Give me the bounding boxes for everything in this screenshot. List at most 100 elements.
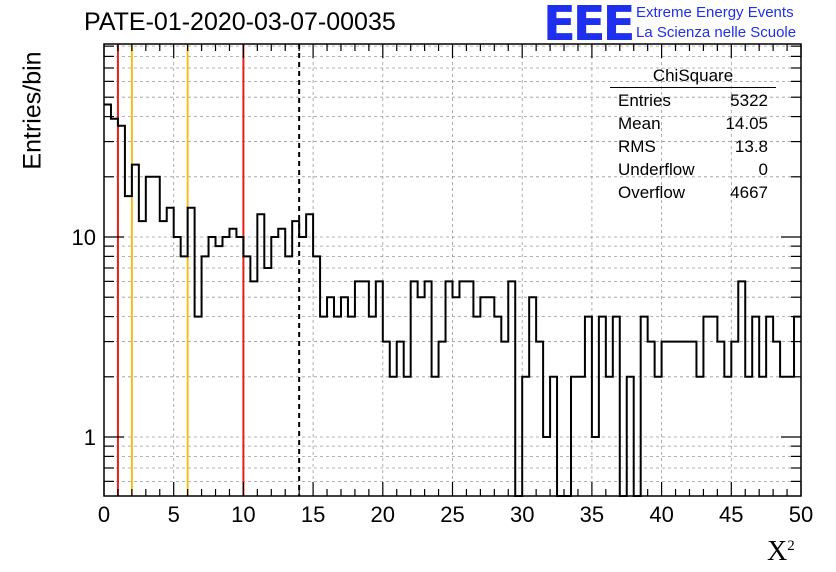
y-tick-label: 10 (72, 225, 96, 250)
histogram-bin (689, 342, 696, 496)
histogram-bin (411, 281, 418, 496)
histogram-bin (585, 317, 592, 496)
histogram-bin (724, 377, 731, 496)
stats-title: ChiSquare (610, 66, 776, 88)
histogram-bin (766, 317, 773, 496)
x-axis-label-superscript: 2 (787, 538, 795, 554)
x-tick-label: 10 (231, 502, 255, 527)
histogram-bin (487, 297, 494, 496)
x-tick-label: 25 (440, 502, 464, 527)
histogram-bin (383, 342, 390, 496)
histogram-bin (578, 377, 585, 496)
x-tick-label: 0 (98, 502, 110, 527)
histogram-bin (229, 229, 236, 496)
histogram-bin (153, 177, 160, 496)
histogram-line (104, 103, 801, 497)
histogram-bin (592, 437, 599, 496)
histogram-bin (320, 317, 327, 496)
histogram-bin (243, 256, 250, 496)
y-tick-label: 1 (84, 425, 96, 450)
stats-row-mean: Mean 14.05 (618, 114, 768, 133)
logo-line-2: La Scienza nelle Scuole (636, 24, 797, 41)
histogram-bin (703, 317, 710, 496)
histogram-bin (160, 221, 167, 496)
histogram-bin (139, 221, 146, 496)
x-tick-label: 30 (510, 502, 534, 527)
x-axis-label: X2 (767, 536, 795, 568)
histogram-bin (216, 246, 223, 496)
histogram-bin (425, 281, 432, 496)
stats-row-overflow: Overflow 4667 (618, 183, 768, 202)
histogram-bin (376, 281, 383, 496)
histogram-bin (738, 281, 745, 496)
histogram-bin (599, 317, 606, 496)
histogram-bin (655, 377, 662, 496)
histogram-bin (264, 268, 271, 496)
histogram-bin (362, 281, 369, 496)
histogram-bin (418, 297, 425, 496)
histogram-bin (696, 377, 703, 496)
histogram-bin (669, 342, 676, 496)
histogram-bin (773, 342, 780, 496)
histogram-bin (348, 317, 355, 496)
histogram-bin (181, 256, 188, 496)
histogram-bin (683, 342, 690, 496)
histogram-bin (132, 165, 139, 496)
histogram-bin (494, 317, 501, 496)
x-tick-label: 45 (719, 502, 743, 527)
histogram-bin (536, 342, 543, 496)
histogram-bin (543, 437, 550, 496)
x-tick-label: 5 (168, 502, 180, 527)
histogram-bin (306, 214, 313, 496)
histogram-bin (745, 377, 752, 496)
histogram-bin (404, 377, 411, 496)
histogram-bin (188, 208, 195, 496)
histogram-bin (529, 297, 536, 496)
histogram-bin (341, 297, 348, 496)
histogram-bin (571, 377, 578, 496)
histogram-bin (522, 377, 529, 496)
histogram-bin (466, 281, 473, 496)
histogram-bin (146, 177, 153, 496)
histogram-bin (480, 297, 487, 496)
histogram-bin (355, 281, 362, 496)
logo-line-1: Extreme Energy Events (636, 4, 794, 21)
stats-box: ChiSquare Entries 5322 Mean 14.05 RMS 13.8 … (610, 66, 776, 204)
histogram-bin (209, 237, 216, 496)
histogram-bin (752, 317, 759, 496)
histogram-bin (111, 119, 118, 496)
histogram-bin (195, 317, 202, 496)
histogram-bin (453, 297, 460, 496)
histogram-bin (759, 377, 766, 496)
chart-title: PATE-01-2020-03-07-00035 (84, 8, 396, 36)
histogram-bin (257, 214, 264, 496)
eee-logo: EEE (543, 0, 635, 52)
histogram-bin (550, 377, 557, 496)
x-tick-label: 15 (301, 502, 325, 527)
histogram-bin (313, 256, 320, 496)
x-tick-label: 35 (580, 502, 604, 527)
x-tick-label: 50 (789, 502, 813, 527)
histogram-bin (501, 342, 508, 496)
histogram-bin (285, 256, 292, 496)
histogram-bin (174, 237, 181, 496)
histogram-bin (292, 221, 299, 496)
histogram-bin (648, 342, 655, 496)
x-axis-label-text: X (767, 536, 788, 567)
histogram-bin (432, 377, 439, 496)
histogram-bin (222, 237, 229, 496)
histogram-bin (459, 281, 466, 496)
histogram-bin (627, 377, 634, 496)
histogram-bin (390, 377, 397, 496)
histogram-bin (606, 377, 613, 496)
histogram-bin (710, 317, 717, 496)
histogram-bin (369, 317, 376, 496)
histogram-bin (236, 237, 243, 496)
histogram-bin (787, 377, 794, 496)
histogram-bin (327, 297, 334, 496)
x-tick-label: 20 (371, 502, 395, 527)
histogram-bin (250, 281, 257, 496)
histogram-bin (125, 196, 132, 496)
histogram-bin (334, 317, 341, 496)
